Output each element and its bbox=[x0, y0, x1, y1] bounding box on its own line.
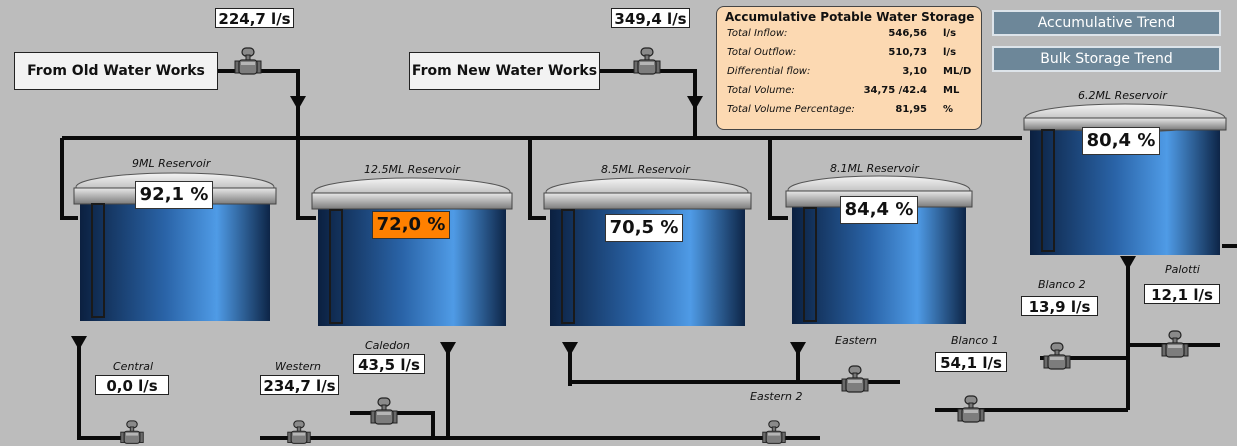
summary-unit: l/s bbox=[943, 28, 957, 39]
reservoir-name-8-5ml: 8.5ML Reservoir bbox=[601, 163, 690, 176]
reservoir-name-8-1ml: 8.1ML Reservoir bbox=[830, 162, 919, 175]
flow-meter-icon bbox=[234, 47, 262, 75]
summary-unit: l/s bbox=[943, 47, 957, 58]
summary-row-inflow: Total Inflow: 546,56 l/s bbox=[725, 24, 973, 43]
outlet-flow-blanco-1: 54,1 l/s bbox=[935, 352, 1007, 372]
flow-meter-icon bbox=[1043, 342, 1071, 370]
summary-label: Total Volume: bbox=[727, 85, 795, 96]
flow-meter-icon bbox=[957, 395, 985, 423]
summary-label: Total Volume Percentage: bbox=[727, 104, 855, 115]
storage-summary-panel: Accumulative Potable Water Storage Total… bbox=[716, 6, 982, 130]
summary-value: 81,95 bbox=[895, 104, 927, 115]
summary-row-differential: Differential flow: 3,10 ML/D bbox=[725, 62, 973, 81]
tank-9ml bbox=[73, 172, 277, 321]
flow-meter-icon bbox=[841, 365, 869, 393]
summary-value: 34,75 /42.4 bbox=[863, 85, 927, 96]
summary-value: 546,56 bbox=[888, 28, 927, 39]
summary-label: Differential flow: bbox=[727, 66, 811, 77]
reservoir-name-6-2ml: 6.2ML Reservoir bbox=[1078, 89, 1167, 102]
summary-label: Total Inflow: bbox=[727, 28, 788, 39]
summary-row-percentage: Total Volume Percentage: 81,95 % bbox=[725, 100, 973, 119]
new-works-flow-value: 349,4 l/s bbox=[611, 8, 690, 28]
outlet-name-palotti: Palotti bbox=[1165, 263, 1200, 276]
flow-meter-icon bbox=[120, 420, 144, 444]
flow-meter-icon bbox=[287, 420, 311, 444]
accumulative-trend-button[interactable]: Accumulative Trend bbox=[992, 10, 1221, 36]
reservoir-level-9ml: 92,1 % bbox=[135, 181, 213, 209]
tank-12-5ml bbox=[311, 177, 513, 326]
reservoir-name-12-5ml: 12.5ML Reservoir bbox=[364, 163, 460, 176]
outlet-name-central: Central bbox=[113, 360, 154, 373]
source-old-water-works: From Old Water Works bbox=[14, 52, 218, 90]
summary-label: Total Outflow: bbox=[727, 47, 797, 58]
outlet-name-blanco-1: Blanco 1 bbox=[951, 334, 999, 347]
tank-6-2ml bbox=[1023, 103, 1227, 255]
flow-meter-icon bbox=[762, 420, 786, 444]
outlet-flow-western: 234,7 l/s bbox=[260, 375, 339, 395]
summary-row-volume: Total Volume: 34,75 /42.4 ML bbox=[725, 81, 973, 100]
summary-unit: ML bbox=[943, 85, 960, 96]
summary-title: Accumulative Potable Water Storage bbox=[725, 10, 975, 24]
outlet-name-western: Western bbox=[275, 360, 321, 373]
flow-meter-icon bbox=[633, 47, 661, 75]
summary-unit: ML/D bbox=[943, 66, 972, 77]
tank-8-1ml bbox=[785, 175, 973, 324]
outlet-flow-blanco-2: 13,9 l/s bbox=[1021, 296, 1098, 316]
old-works-flow-value: 224,7 l/s bbox=[215, 8, 294, 28]
outlet-flow-central: 0,0 l/s bbox=[95, 375, 169, 395]
reservoir-level-12-5ml: 72,0 % bbox=[372, 211, 450, 239]
outlet-name-blanco-2: Blanco 2 bbox=[1038, 278, 1086, 291]
summary-unit: % bbox=[943, 104, 954, 115]
summary-row-outflow: Total Outflow: 510,73 l/s bbox=[725, 43, 973, 62]
outlet-flow-palotti: 12,1 l/s bbox=[1144, 284, 1220, 304]
flow-meter-icon bbox=[1161, 330, 1189, 358]
reservoir-level-8-5ml: 70,5 % bbox=[605, 214, 683, 242]
summary-value: 3,10 bbox=[902, 66, 927, 77]
reservoir-name-9ml: 9ML Reservoir bbox=[132, 157, 211, 170]
source-new-water-works: From New Water Works bbox=[409, 52, 600, 90]
flow-meter-icon bbox=[370, 397, 398, 425]
tank-8-5ml bbox=[543, 177, 752, 326]
outlet-name-eastern: Eastern bbox=[835, 334, 877, 347]
summary-value: 510,73 bbox=[888, 47, 927, 58]
outlet-flow-caledon: 43,5 l/s bbox=[353, 354, 425, 374]
bulk-storage-trend-button[interactable]: Bulk Storage Trend bbox=[992, 46, 1221, 72]
reservoir-level-8-1ml: 84,4 % bbox=[840, 196, 918, 224]
reservoir-level-6-2ml: 80,4 % bbox=[1082, 127, 1160, 155]
outlet-name-eastern-2: Eastern 2 bbox=[750, 390, 803, 403]
outlet-name-caledon: Caledon bbox=[365, 339, 410, 352]
